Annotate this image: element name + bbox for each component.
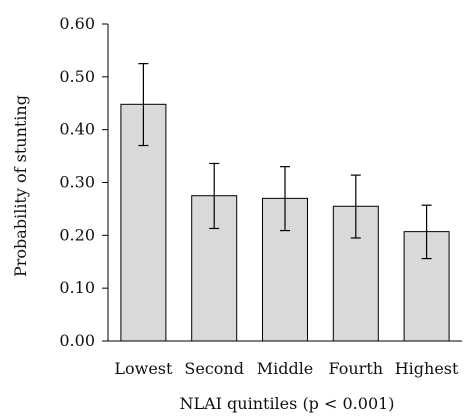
x-tick-label: Highest (395, 359, 459, 378)
y-tick-label: 0.60 (59, 14, 95, 33)
x-axis: Lowest Second Middle Fourth Highest (108, 340, 462, 378)
x-tick-label: Second (184, 359, 244, 378)
x-tick-label: Lowest (114, 359, 173, 378)
y-tick-label: 0.20 (59, 225, 95, 244)
error-bars (138, 63, 432, 260)
y-tick-label: 0.40 (59, 120, 95, 139)
y-axis-title: Probability of stunting (11, 95, 30, 277)
y-tick-label: 0.50 (59, 67, 95, 86)
x-tick-label: Fourth (329, 359, 384, 378)
y-tick-label: 0.00 (59, 331, 95, 350)
x-axis-title: NLAI quintiles (p < 0.001) (179, 394, 394, 413)
y-tick-label: 0.30 (59, 173, 95, 192)
x-tick-label: Middle (257, 359, 314, 378)
bar-fourth (332, 205, 379, 342)
y-tick-label: 0.10 (59, 278, 95, 297)
y-axis: 0.00 0.10 0.20 0.30 0.40 0.50 0.60 (59, 14, 109, 350)
